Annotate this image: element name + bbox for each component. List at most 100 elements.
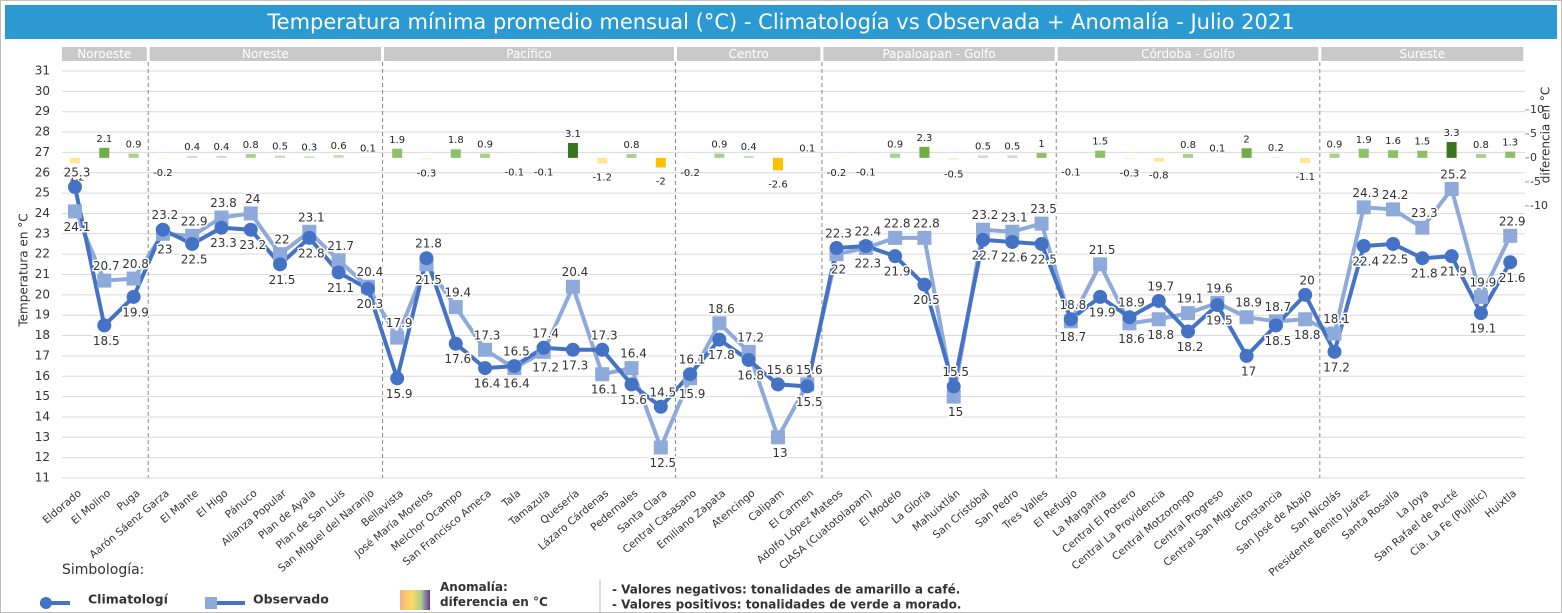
observed-marker <box>1239 310 1254 325</box>
climatology-marker <box>1151 293 1166 308</box>
anomaly-label: 0.5 <box>272 141 288 152</box>
observed-marker <box>1415 220 1430 235</box>
climatology-marker <box>1093 289 1108 304</box>
region-bar <box>384 47 674 61</box>
climatology-marker <box>975 232 990 247</box>
climatology-marker <box>507 359 522 374</box>
data-label: 22.9 <box>1499 214 1526 228</box>
data-label: 21.5 <box>269 273 296 287</box>
anomaly-label: 1.5 <box>1414 137 1430 148</box>
observed-marker <box>975 222 990 237</box>
data-label: 23.3 <box>210 236 237 250</box>
region-label: Noroeste <box>77 47 131 61</box>
anomaly-label: 0.2 <box>1268 143 1284 154</box>
anomaly-label: -0.1 <box>505 167 525 178</box>
data-label: 17.2 <box>532 360 559 374</box>
observed-marker <box>214 210 229 225</box>
anomaly-bar <box>333 154 344 158</box>
data-label: 18.6 <box>1118 332 1145 346</box>
data-label: 22.9 <box>181 214 208 228</box>
climatology-marker <box>1356 239 1371 254</box>
anomaly-label: -0.2 <box>153 168 173 179</box>
y-tick-label: 31 <box>35 64 50 78</box>
data-label: 23.2 <box>239 238 266 252</box>
anomaly-bar <box>1358 148 1369 158</box>
climatology-marker <box>829 241 844 256</box>
climatology-marker <box>185 236 200 251</box>
anomaly-bar <box>538 157 549 159</box>
data-label: 23 <box>157 242 172 256</box>
data-label: 17.3 <box>562 358 589 372</box>
climatology-marker <box>624 377 639 392</box>
anomaly-bar <box>1270 156 1281 158</box>
observed-marker <box>331 253 346 268</box>
observed-marker <box>448 300 463 315</box>
data-label: 19.6 <box>1206 281 1233 295</box>
anomaly-bar <box>1007 155 1018 158</box>
observed-marker <box>624 361 639 376</box>
data-label: 22.6 <box>1001 250 1028 264</box>
climatology-marker <box>858 239 873 254</box>
y-tick-label: 30 <box>35 84 50 98</box>
climatology-marker <box>917 277 932 292</box>
climatology-marker <box>331 265 346 280</box>
anomaly-bar <box>1417 150 1428 158</box>
data-label: 12.5 <box>649 456 676 470</box>
observed-marker <box>1093 257 1108 272</box>
anomaly-label: -2.6 <box>768 179 788 190</box>
data-label: 16.4 <box>503 377 530 391</box>
climatology-marker <box>155 222 170 237</box>
region-bar <box>1057 47 1319 61</box>
anomaly-label: 0.5 <box>1004 141 1020 152</box>
y-tick-label: 29 <box>35 104 50 118</box>
anomaly-label: -0.3 <box>417 168 437 179</box>
legend-gradient <box>400 590 430 610</box>
anomaly-bar <box>1300 157 1311 164</box>
anomaly-bar <box>1212 157 1223 158</box>
observed-marker <box>653 440 668 455</box>
y-tick-label: 14 <box>35 409 50 423</box>
y-tick-label: 12 <box>35 450 50 464</box>
climatology-marker <box>97 318 112 333</box>
data-label: 22.8 <box>913 216 940 230</box>
data-label: 23.2 <box>152 208 179 222</box>
anomaly-bar <box>1036 153 1047 158</box>
data-label: 21.6 <box>1499 271 1526 285</box>
y-tick-label: 23 <box>35 226 50 240</box>
observed-marker <box>1386 202 1401 217</box>
anomaly-label: 3.3 <box>1444 128 1460 139</box>
anomaly-label: 1.6 <box>1385 136 1401 147</box>
y-tick-label: 26 <box>35 165 50 179</box>
anomaly-label: 0.1 <box>360 143 376 154</box>
data-label: 17.4 <box>532 326 559 340</box>
climatology-marker <box>302 230 317 245</box>
data-label: 22.3 <box>854 257 881 271</box>
anomaly-label: -0.3 <box>1120 168 1140 179</box>
anomaly-bar <box>1124 157 1135 160</box>
data-label: 22.8 <box>884 216 911 230</box>
data-label: 21.1 <box>327 281 354 295</box>
data-label: 22.7 <box>972 248 999 262</box>
data-label: 19.7 <box>1147 279 1174 293</box>
anomaly-label: 0.1 <box>1209 143 1225 154</box>
observed-marker <box>478 342 493 357</box>
data-label: 16.1 <box>591 383 618 397</box>
data-label: 22.5 <box>1382 252 1409 266</box>
observed-marker <box>1444 182 1459 197</box>
anomaly-label: 0.8 <box>624 140 640 151</box>
data-label: 15.6 <box>767 363 794 377</box>
climatology-marker <box>1444 249 1459 264</box>
data-label: 15.9 <box>386 387 413 401</box>
anomaly-label: 0.8 <box>1180 140 1196 151</box>
legend-label: Observado <box>253 592 329 607</box>
y-tick-label: 20 <box>35 287 50 301</box>
data-label: 20.7 <box>93 259 120 273</box>
data-label: 20.4 <box>357 265 384 279</box>
data-label: 18.8 <box>1147 328 1174 342</box>
legend-note: - Valores negativos: tonalidades de amar… <box>612 583 960 597</box>
anomaly-label: -2 <box>656 176 666 187</box>
data-label: 22.3 <box>825 227 852 241</box>
region-bar <box>149 47 382 61</box>
